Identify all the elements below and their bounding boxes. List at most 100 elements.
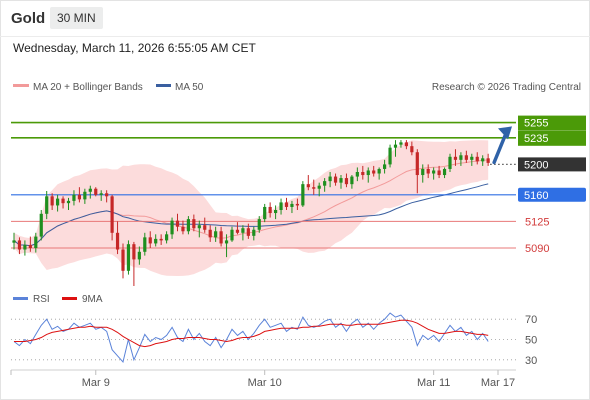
- candle: [317, 182, 321, 197]
- candle: [110, 194, 114, 241]
- price-levels: 5255 5235 5200 5160 5125 5090: [11, 115, 586, 255]
- candle: [377, 167, 381, 180]
- candle-body: [56, 198, 60, 206]
- candle-body: [235, 229, 240, 233]
- candle-body: [143, 237, 147, 252]
- rsi-ma-legend-label: 9MA: [82, 294, 103, 305]
- candle-body: [110, 196, 114, 233]
- candle-body: [415, 152, 419, 176]
- candle: [34, 232, 38, 253]
- candle-body: [88, 188, 92, 192]
- candle-body: [45, 196, 49, 214]
- candle-body: [377, 168, 381, 174]
- rsi-legend-label: RSI: [33, 294, 50, 305]
- candle: [170, 217, 174, 239]
- candle-body: [34, 236, 38, 248]
- candle: [105, 190, 109, 203]
- forecast-arrow-head: [498, 126, 512, 140]
- key-support-label: 5160: [524, 190, 548, 202]
- candle: [481, 155, 485, 166]
- candle-body: [350, 176, 354, 185]
- candle: [17, 237, 22, 255]
- candle: [361, 165, 365, 180]
- candle-body: [154, 238, 158, 244]
- candle-body: [132, 244, 136, 260]
- candle: [181, 220, 185, 235]
- candle-body: [312, 187, 316, 189]
- candle: [437, 165, 441, 179]
- candle: [263, 203, 267, 223]
- candle: [432, 167, 436, 180]
- candle: [252, 226, 256, 241]
- candle-body: [339, 178, 343, 183]
- resistance-label: 5255: [524, 118, 548, 130]
- timeframe-badge[interactable]: 30 MIN: [50, 7, 103, 29]
- candle: [344, 173, 349, 188]
- candle: [192, 214, 196, 232]
- candle: [23, 240, 27, 256]
- candle: [415, 149, 419, 194]
- candle: [257, 216, 261, 233]
- candle-body: [333, 176, 338, 183]
- candle-body: [105, 193, 109, 197]
- candle-body: [399, 142, 403, 145]
- current-price-label: 5200: [524, 159, 548, 171]
- candle: [39, 210, 43, 241]
- candle-body: [17, 240, 22, 250]
- candle-body: [72, 194, 76, 201]
- candle-body: [284, 202, 289, 207]
- candle: [72, 190, 76, 206]
- candle-body: [23, 244, 27, 250]
- chart-header: Gold 30 MIN: [0, 0, 590, 36]
- candle-body: [241, 228, 245, 233]
- candle-body: [301, 184, 305, 206]
- x-tick-label: Mar 17: [481, 377, 515, 389]
- x-tick-label: Mar 9: [82, 377, 110, 389]
- candle-body: [448, 156, 452, 169]
- candle: [246, 223, 250, 239]
- candle: [56, 194, 60, 212]
- candle: [132, 241, 136, 286]
- candle-body: [426, 168, 430, 174]
- candle: [448, 153, 452, 172]
- candle: [219, 226, 223, 247]
- candle-body: [328, 176, 332, 182]
- candle-body: [295, 203, 299, 206]
- candle: [333, 173, 338, 186]
- candle-body: [383, 164, 387, 169]
- support-label: 5125: [525, 216, 549, 228]
- x-tick-label: Mar 11: [417, 377, 450, 389]
- bollinger-legend-label: MA 20 + Bollinger Bands: [33, 82, 143, 93]
- candle: [137, 246, 141, 265]
- candle: [421, 164, 425, 183]
- candle-body: [12, 240, 16, 243]
- ma50-legend-swatch: [156, 84, 171, 87]
- candle-body: [246, 228, 250, 236]
- candle-body: [317, 185, 321, 189]
- candle: [470, 153, 474, 166]
- candle: [83, 188, 87, 204]
- candle-body: [170, 220, 174, 235]
- candle: [306, 175, 310, 191]
- candle-body: [126, 244, 131, 271]
- candle: [186, 216, 190, 235]
- candle-body: [252, 229, 256, 236]
- candle: [301, 181, 305, 207]
- candle: [12, 232, 16, 250]
- candle-body: [421, 168, 425, 176]
- candle: [328, 172, 332, 188]
- support-label: 5090: [525, 243, 549, 255]
- candle-body: [268, 206, 272, 214]
- candle-body: [77, 194, 81, 200]
- candle: [399, 140, 403, 148]
- candle: [77, 187, 81, 203]
- candle: [50, 193, 54, 210]
- candle: [453, 149, 458, 166]
- candle-body: [83, 191, 87, 200]
- source-credit: Research © 2026 Trading Central: [432, 82, 581, 93]
- ma50-legend-label: MA 50: [175, 82, 204, 93]
- candle: [366, 167, 370, 183]
- candle-body: [464, 155, 468, 160]
- candle: [372, 165, 376, 177]
- candle-body: [203, 225, 207, 230]
